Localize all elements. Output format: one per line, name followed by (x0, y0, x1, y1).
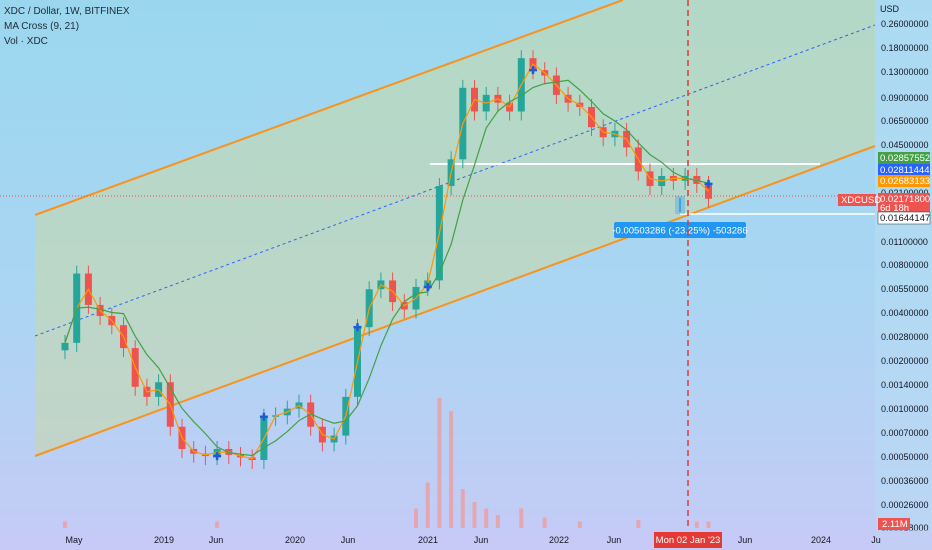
price-tick-label: 0.18000000 (881, 43, 929, 53)
price-tick-label: 0.00800000 (881, 260, 929, 270)
price-tag-bg (878, 164, 930, 176)
date-marker-tag: Mon 02 Jan '23 (656, 535, 721, 546)
channel-upper-line (34, 0, 624, 216)
date-marker-tag-bg (654, 532, 722, 548)
volume-bar (414, 508, 418, 528)
volume-tag-value: 2.11M (882, 519, 908, 530)
price-tick-label: 0.09000000 (881, 93, 929, 103)
ma-cross-markers (213, 66, 713, 461)
price-axis-bg (875, 0, 932, 550)
candle-body (61, 342, 69, 351)
volume-bar (577, 521, 582, 528)
price-tick-label: 0.06500000 (881, 116, 929, 126)
ma-cross-label[interactable]: MA Cross (9, 21) (4, 21, 80, 32)
volume-bar (215, 521, 220, 528)
time-tick-label: Ju (871, 535, 881, 545)
time-tick-label: Jun (474, 535, 489, 545)
volume-bar (542, 517, 547, 528)
cross-marker (704, 179, 713, 188)
price-tick-label: 0.00200000 (881, 356, 929, 366)
time-axis[interactable]: May 2019 Jun 2020 Jun 2021 Jun 2022 Jun Mon 02 Ja… (0, 530, 932, 550)
volume-bar (449, 411, 454, 528)
horizontal-lines[interactable] (0, 163, 875, 215)
price-tag-bg (878, 152, 930, 164)
cross-marker (213, 452, 222, 461)
measure-tool[interactable]: -0.00503286 (-23.25%) -503286 (612, 196, 748, 238)
price-tag: 0.02857552 (878, 152, 930, 164)
price-tick-label: 0.00400000 (881, 308, 929, 318)
time-tick-label: Jun (607, 535, 622, 545)
price-tag-bg (877, 211, 931, 225)
volume-bar (495, 515, 500, 528)
measure-label: -0.00503286 (-23.25%) -503286 (612, 226, 747, 237)
candle-body (705, 183, 712, 199)
price-tag-value: 0.02811444 (880, 165, 930, 176)
cross-marker (423, 282, 432, 291)
volume-bar (63, 521, 67, 528)
volume-label[interactable]: Vol · XDC (4, 36, 48, 47)
price-tick-label: 0.00550000 (881, 284, 929, 294)
price-tick-label: 0.00140000 (881, 380, 929, 390)
volume-bars (63, 398, 711, 528)
volume-bar (519, 508, 524, 528)
symbol-title[interactable]: XDC / Dollar, 1W, BITFINEX (4, 6, 130, 17)
volume-bar (484, 508, 489, 528)
price-tag: 0.02811444 (878, 164, 930, 176)
time-tick-label: Jun (209, 535, 224, 545)
price-tag-value: 0.02683133 (880, 176, 930, 187)
volume-tag-bg (878, 518, 910, 530)
moving-averages (64, 63, 709, 460)
cross-marker (529, 66, 537, 75)
price-axis[interactable]: USD 0.26000000 0.18000000 0.13000000 0.09000… (838, 0, 932, 550)
time-tick-label: 2022 (549, 535, 569, 545)
chart-legend: XDC / Dollar, 1W, BITFINEX MA Cross (9, … (4, 4, 130, 49)
volume-bar (460, 489, 465, 528)
time-tick-label: 2020 (285, 535, 305, 545)
measure-label-bg (614, 222, 746, 238)
time-tick-label: Jun (738, 535, 753, 545)
volume-bar (425, 482, 430, 528)
channel-lower-line (34, 145, 876, 457)
price-tag-bg (878, 175, 930, 187)
price-tick-label: 0.01100000 (881, 237, 928, 247)
price-tag-value: 0.02857552 (880, 153, 930, 164)
ma-slow-line (64, 79, 709, 457)
price-tag-countdown: 6d 18h (880, 203, 909, 214)
channel-midline (34, 24, 876, 337)
volume-bar (694, 521, 699, 528)
cross-marker (353, 323, 362, 332)
volume-bar (706, 521, 711, 528)
price-axis-unit: USD (880, 4, 900, 14)
price-tick-label: 0.00280000 (881, 332, 929, 342)
price-tag-value: 0.02171800 (880, 194, 930, 205)
volume-bar (437, 398, 442, 528)
price-tag: 0.02683133 (878, 175, 930, 187)
price-tick-label: 0.26000000 (881, 19, 929, 29)
volume-bar (472, 502, 477, 528)
time-axis-bg (0, 530, 932, 550)
symbol-tag-bg (838, 194, 876, 206)
price-tick-label: 0.00050000 (881, 452, 929, 462)
price-tick-label: 0.00026000 (881, 500, 929, 510)
ma-fast-line (64, 63, 709, 460)
time-tick-label: Jun (341, 535, 356, 545)
time-tick-label: 2024 (811, 535, 831, 545)
volume-bar (636, 520, 641, 528)
time-tick-label: 2019 (154, 535, 174, 545)
price-tag: 0.01644147 (877, 211, 931, 225)
price-tag-value: 0.01644147 (880, 213, 930, 224)
time-tick-label: 2021 (418, 535, 438, 545)
time-tick-label: May (65, 535, 83, 545)
cross-marker (259, 412, 268, 421)
price-tick-label: 0.00036000 (881, 476, 929, 486)
price-tick-label: 0.00100000 (881, 404, 929, 414)
price-tag-bg (878, 193, 930, 213)
symbol-tag-label: XDCUSD (841, 195, 881, 206)
price-tick-label: 0.00070000 (881, 428, 929, 438)
price-tick-label: 0.04500000 (881, 140, 929, 150)
price-tick-label: 0.13000000 (881, 67, 929, 77)
